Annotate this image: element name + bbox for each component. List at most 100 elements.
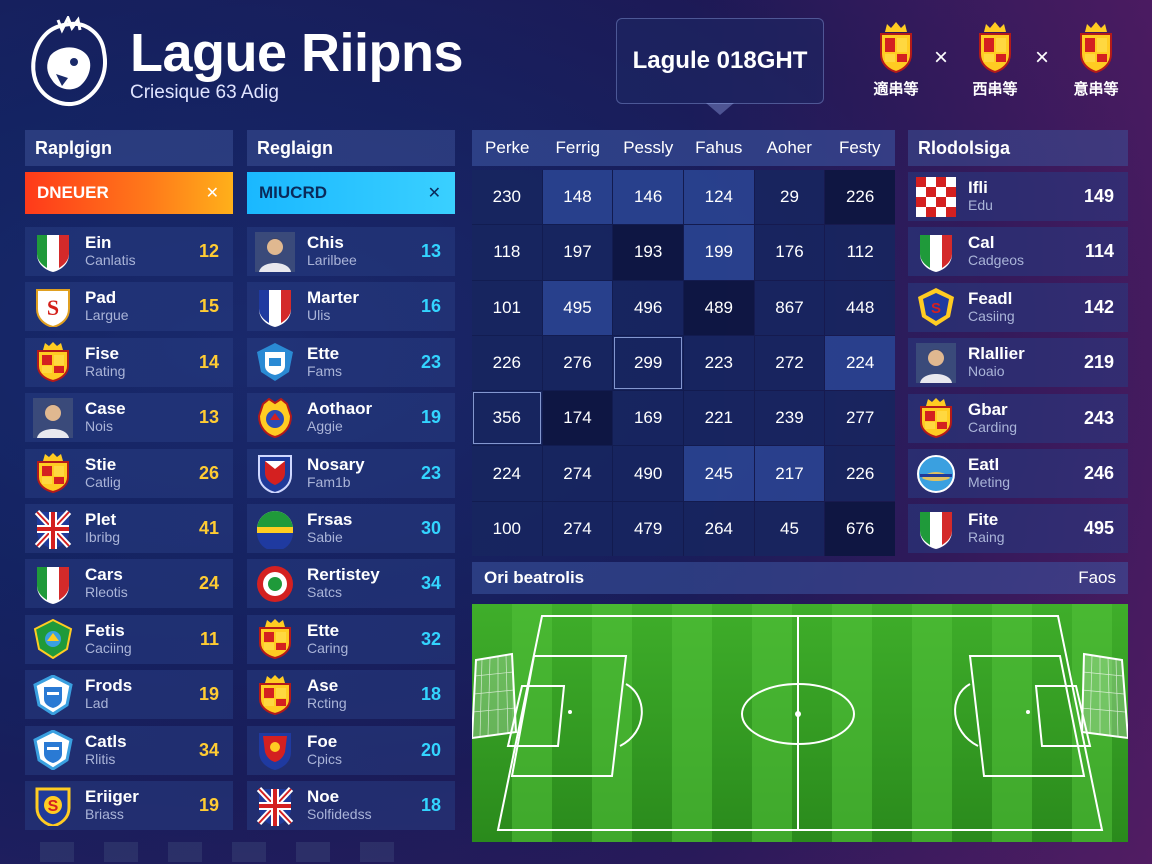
grid-column-header[interactable]: Perke <box>485 138 530 157</box>
footer-tab[interactable] <box>360 842 394 862</box>
footer-tab[interactable] <box>40 842 74 862</box>
grid-cell[interactable]: 239 <box>754 391 825 446</box>
league-selector[interactable]: Lagule 018GHT <box>616 18 824 104</box>
team-row[interactable]: S Eriiger Briass 19 <box>25 781 233 830</box>
grid-column-header[interactable]: Ferrig <box>555 138 600 157</box>
mid-filter-chip[interactable]: MIUCRD ✕ <box>247 172 455 214</box>
grid-cell[interactable]: 169 <box>613 391 683 446</box>
grid-cell[interactable]: 245 <box>683 446 754 501</box>
grid-cell[interactable]: 29 <box>754 170 825 225</box>
grid-cell[interactable]: 45 <box>754 501 825 556</box>
team-row[interactable]: Fite Raing 495 <box>908 504 1128 554</box>
matchup-team-3[interactable]: 意串等 <box>1066 22 1126 99</box>
team-row[interactable]: Rlallier Noaio 219 <box>908 338 1128 388</box>
grid-cell[interactable]: 224 <box>825 335 895 391</box>
team-subtitle: Rating <box>85 362 126 379</box>
grid-cell[interactable]: 230 <box>472 170 542 225</box>
grid-cell[interactable]: 356 <box>472 391 542 446</box>
team-subtitle: Rlitis <box>85 750 116 767</box>
grid-cell[interactable]: 264 <box>683 501 754 556</box>
matchup-team-1[interactable]: 適串等 <box>866 22 926 99</box>
grid-cell[interactable]: 226 <box>472 335 542 391</box>
team-row[interactable]: S Feadl Casiing 142 <box>908 282 1128 332</box>
grid-column-header[interactable]: Fahus <box>695 138 743 157</box>
team-row[interactable]: Cal Cadgeos 114 <box>908 227 1128 277</box>
team-row-text: Ette Fams <box>307 344 421 380</box>
team-row[interactable]: S Pad Largue 15 <box>25 282 233 332</box>
team-row[interactable]: Ein Canlatis 12 <box>25 227 233 276</box>
grid-cell[interactable]: 277 <box>825 391 895 446</box>
left-filter-chip[interactable]: DNEUER ✕ <box>25 172 233 214</box>
team-row[interactable]: Noe Solfidedss 18 <box>247 781 455 830</box>
grid-column-header[interactable]: Aoher <box>766 138 812 157</box>
team-row[interactable]: Frods Lad 19 <box>25 670 233 720</box>
grid-cell[interactable]: 448 <box>825 280 895 335</box>
team-row[interactable]: Aothaor Aggie 19 <box>247 393 455 443</box>
grid-cell[interactable]: 272 <box>754 335 825 391</box>
team-row[interactable]: Foe Cpics 20 <box>247 725 455 775</box>
grid-cell[interactable]: 176 <box>754 225 825 280</box>
footer-tab[interactable] <box>296 842 330 862</box>
grid-cell[interactable]: 489 <box>683 280 754 335</box>
team-row[interactable]: Cars Rleotis 24 <box>25 559 233 609</box>
grid-cell[interactable]: 146 <box>613 170 683 225</box>
grid-cell[interactable]: 100 <box>472 501 542 556</box>
team-row[interactable]: Ifli Edu 149 <box>908 172 1128 221</box>
close-icon[interactable]: ✕ <box>427 185 441 202</box>
team-row[interactable]: Marter Ulis 16 <box>247 282 455 332</box>
grid-cell[interactable]: 174 <box>542 391 613 446</box>
grid-column-header[interactable]: Festy <box>838 138 881 157</box>
grid-cell[interactable]: 197 <box>542 225 613 280</box>
team-subtitle: Catlig <box>85 473 121 490</box>
team-row[interactable]: Gbar Carding 243 <box>908 393 1128 443</box>
close-icon[interactable]: ✕ <box>205 185 219 202</box>
grid-cell[interactable]: 276 <box>542 335 613 391</box>
grid-cell[interactable]: 217 <box>754 446 825 501</box>
grid-cell[interactable]: 118 <box>472 225 542 280</box>
field-right-label[interactable]: Faos <box>1078 568 1116 587</box>
team-row[interactable]: Chis Larilbee 13 <box>247 227 455 276</box>
team-row[interactable]: Fetis Caciing 11 <box>25 614 233 664</box>
grid-cell[interactable]: 299 <box>613 335 683 391</box>
footer-tab[interactable] <box>232 842 266 862</box>
team-row[interactable]: Fise Rating 14 <box>25 337 233 387</box>
grid-cell[interactable]: 224 <box>472 446 542 501</box>
grid-cell[interactable]: 226 <box>825 446 895 501</box>
team-name: Ase <box>307 676 339 696</box>
grid-cell[interactable]: 274 <box>542 501 613 556</box>
grid-cell[interactable]: 274 <box>542 446 613 501</box>
grid-cell[interactable]: 479 <box>613 501 683 556</box>
grid-cell[interactable]: 867 <box>754 280 825 335</box>
grid-cell[interactable]: 490 <box>613 446 683 501</box>
grid-column-header[interactable]: Pessly <box>623 138 674 157</box>
grid-cell[interactable]: 223 <box>683 335 754 391</box>
grid-cell[interactable]: 496 <box>613 280 683 335</box>
grid-cell[interactable]: 148 <box>542 170 613 225</box>
team-row[interactable]: Ase Rcting 18 <box>247 670 455 720</box>
grid-cell[interactable]: 199 <box>683 225 754 280</box>
team-row[interactable]: Ette Fams 23 <box>247 337 455 387</box>
team-row[interactable]: Nosary Fam1b 23 <box>247 448 455 498</box>
team-name: Pad <box>85 288 117 308</box>
grid-cell[interactable]: 495 <box>542 280 613 335</box>
grid-cell[interactable]: 193 <box>613 225 683 280</box>
team-row[interactable]: Frsas Sabie 30 <box>247 504 455 553</box>
team-row[interactable]: Rertistey Satcs 34 <box>247 559 455 609</box>
matchup-team-2[interactable]: 西串等 <box>965 22 1025 99</box>
footer-tab[interactable] <box>168 842 202 862</box>
team-row[interactable]: Catls Rlitis 34 <box>25 725 233 775</box>
team-row[interactable]: Ette Caring 32 <box>247 614 455 664</box>
team-row[interactable]: Plet Ibribg 41 <box>25 504 233 553</box>
team-row[interactable]: Eatl Meting 246 <box>908 449 1128 498</box>
footer-tab[interactable] <box>104 842 138 862</box>
team-row[interactable]: Case Nois 13 <box>25 393 233 443</box>
grid-cell[interactable]: 676 <box>825 501 895 556</box>
soccer-pitch[interactable] <box>472 604 1128 842</box>
grid-cell[interactable]: 124 <box>683 170 754 225</box>
team-row[interactable]: Stie Catlig 26 <box>25 448 233 498</box>
grid-cell[interactable]: 112 <box>825 225 895 280</box>
team-value: 32 <box>420 628 441 649</box>
grid-cell[interactable]: 101 <box>472 280 542 335</box>
grid-cell[interactable]: 226 <box>825 170 895 225</box>
grid-cell[interactable]: 221 <box>683 391 754 446</box>
